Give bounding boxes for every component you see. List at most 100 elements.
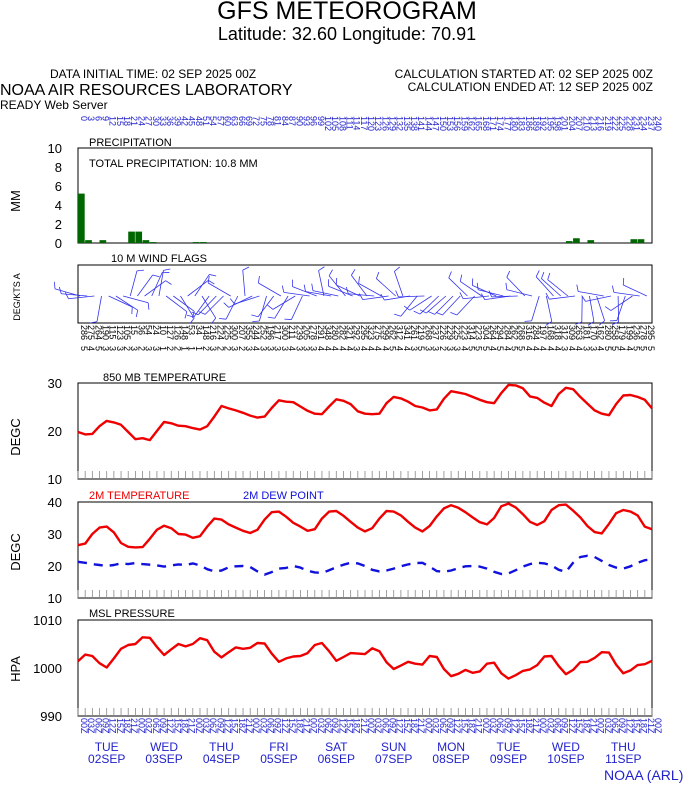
- y-tick-label: 0: [55, 236, 62, 251]
- top-hour-label: 171: [488, 116, 498, 131]
- wind-barb-feather: [476, 282, 479, 290]
- wind-barb: [274, 295, 289, 319]
- wind-barb: [463, 295, 490, 300]
- wind-barb: [61, 293, 88, 297]
- top-hour-label: 90: [294, 116, 304, 126]
- wind-speed-label: 4: [488, 346, 498, 351]
- wind-barb: [194, 274, 210, 297]
- date-label: 11SEP: [605, 752, 641, 766]
- bottom-hour-label: 21Z: [588, 718, 598, 734]
- wind-direction-label: 300: [280, 325, 290, 340]
- wind-speed-label: 5: [495, 346, 505, 351]
- wind-speed-label: 3: [208, 346, 218, 351]
- wind-barb: [442, 295, 461, 316]
- wind-barb: [328, 285, 353, 297]
- day-of-week-label: THU: [611, 740, 636, 754]
- bottom-hour-label: 09Z: [445, 718, 455, 734]
- precip-bar: [78, 193, 85, 243]
- bottom-hour-label: 18Z: [179, 718, 189, 734]
- wind-direction-label: 262: [510, 325, 520, 340]
- wind-direction-label: 115: [108, 325, 118, 339]
- y-tick-label: 2: [55, 217, 62, 232]
- wind-barb-feather: [152, 274, 160, 278]
- wind-barb: [376, 278, 396, 297]
- wind-speed-label: 3: [280, 346, 290, 351]
- wind-barb-feather: [90, 321, 98, 324]
- panel-frame-t2m: [77, 501, 653, 599]
- wind-barb: [173, 295, 195, 312]
- bottom-hour-label: 09Z: [617, 718, 627, 734]
- top-hour-label: 195: [545, 116, 555, 131]
- wind-barb: [283, 291, 310, 297]
- bottom-hour-label: 03Z: [488, 718, 498, 734]
- y-tick-label: 20: [48, 559, 62, 574]
- panel-title-mslp: MSL PRESSURE: [89, 608, 175, 620]
- day-of-week-label: TUE: [95, 740, 119, 754]
- wind-speed-label: 4: [395, 346, 405, 351]
- wind-speed-label: 3: [101, 346, 111, 351]
- wind-barb-feather: [545, 292, 550, 300]
- top-hour-label: 12: [108, 116, 118, 126]
- wind-direction-label: 312: [560, 325, 570, 340]
- top-hour-label: 162: [466, 116, 476, 131]
- wind-barb-feather: [541, 271, 545, 279]
- y-tick-label: 4: [55, 198, 62, 213]
- wind-barb-feather: [208, 280, 215, 285]
- top-hour-label: 99: [316, 116, 326, 126]
- top-hour-label: 24: [136, 116, 146, 126]
- wind-barb-feather: [191, 311, 199, 316]
- top-hour-label: 18: [122, 116, 132, 126]
- wind-barb: [137, 274, 154, 297]
- bottom-hour-label: 18Z: [352, 718, 362, 734]
- y-tick-label: 990: [40, 709, 62, 724]
- top-hour-label: 231: [631, 116, 641, 131]
- y-axis-label-850: DEGC: [8, 418, 23, 456]
- date-label: 05SEP: [260, 752, 297, 766]
- wind-barb-feather: [459, 292, 464, 299]
- wind-direction-label: 168: [545, 325, 555, 340]
- series-line-t2m-1: [77, 554, 653, 576]
- bottom-hour-label: 06Z: [438, 718, 448, 734]
- wind-speed-label: 5: [93, 346, 103, 351]
- top-hour-label: 63: [230, 116, 240, 126]
- panel-title-wind: 10 M WIND FLAGS: [111, 253, 207, 265]
- wind-speed-label: 3: [423, 346, 433, 351]
- y-tick-label: 1000: [33, 661, 62, 676]
- bottom-hour-label: 12Z: [624, 718, 634, 734]
- wind-direction-label: 341: [402, 325, 412, 340]
- top-hour-label: 168: [481, 116, 491, 131]
- wind-direction-label: 237: [431, 325, 441, 340]
- wind-speed-label: 4: [344, 346, 354, 351]
- wind-speed-label: 5: [631, 346, 641, 351]
- wind-barb-feather: [163, 268, 171, 271]
- wind-barb: [318, 270, 325, 297]
- bottom-hour-label: 18Z: [294, 718, 304, 734]
- wind-direction-label: 239: [294, 325, 304, 340]
- wind-barb: [225, 295, 239, 320]
- top-hour-label: 225: [617, 116, 627, 131]
- legend-2m-temp: 2M TEMPERATURE: [89, 490, 189, 502]
- wind-direction-label: 105: [122, 325, 132, 340]
- wind-barb-feather: [604, 306, 612, 311]
- wind-speed-label: 2: [201, 346, 211, 351]
- wind-speed-label: 4: [287, 346, 297, 351]
- wind-barb: [201, 295, 217, 319]
- precip-bar: [149, 242, 157, 243]
- bottom-hour-label: 12Z: [337, 718, 347, 734]
- wind-speed-label: 3: [309, 346, 319, 351]
- wind-speed-label: 5: [466, 346, 476, 351]
- top-hour-label: 48: [194, 116, 204, 126]
- wind-direction-label: 216: [208, 325, 218, 340]
- bottom-hour-label: 15Z: [631, 718, 641, 734]
- bottom-hour-label: 15Z: [230, 718, 240, 734]
- top-hour-label: 87: [287, 116, 297, 126]
- wind-barb: [541, 278, 561, 297]
- wind-barb-feather: [587, 321, 595, 326]
- wind-speed-label: 2: [237, 346, 247, 351]
- top-hour-label: 228: [624, 116, 634, 131]
- top-hour-label: 204: [567, 116, 577, 131]
- wind-barb: [610, 295, 633, 311]
- wind-direction-label: 286: [79, 325, 89, 340]
- top-hour-label: 117: [359, 116, 369, 130]
- wind-barb-feather: [575, 321, 582, 325]
